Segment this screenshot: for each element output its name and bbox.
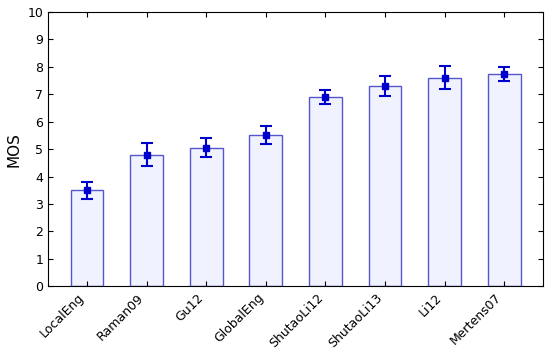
Bar (309, 97, 342, 286)
Bar (71, 190, 103, 286)
Bar (130, 155, 163, 286)
Bar (190, 148, 223, 286)
Bar (250, 135, 282, 286)
Y-axis label: MOS: MOS (7, 132, 22, 167)
Bar (368, 86, 402, 286)
Bar (428, 78, 461, 286)
Bar (488, 74, 520, 286)
